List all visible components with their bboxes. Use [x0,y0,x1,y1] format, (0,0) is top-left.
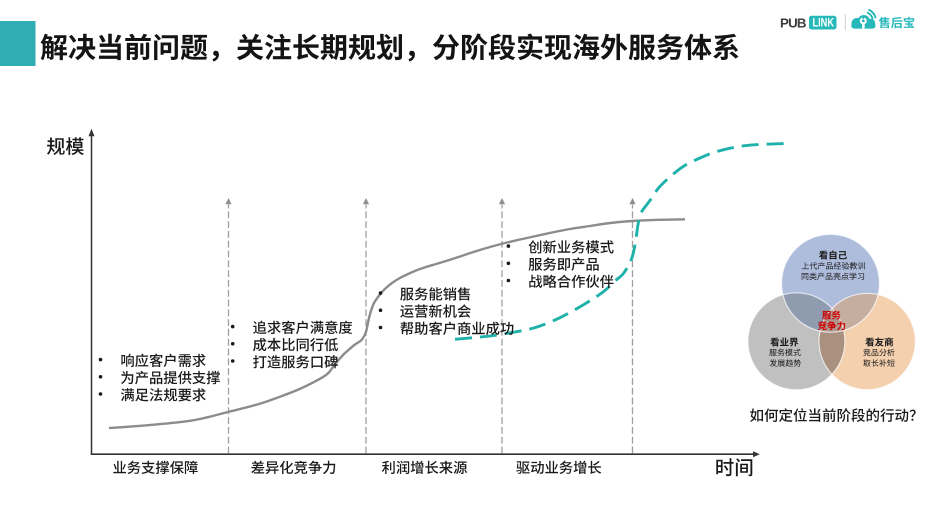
svg-text:PUB: PUB [780,15,807,30]
svg-text:LINK: LINK [813,17,835,30]
